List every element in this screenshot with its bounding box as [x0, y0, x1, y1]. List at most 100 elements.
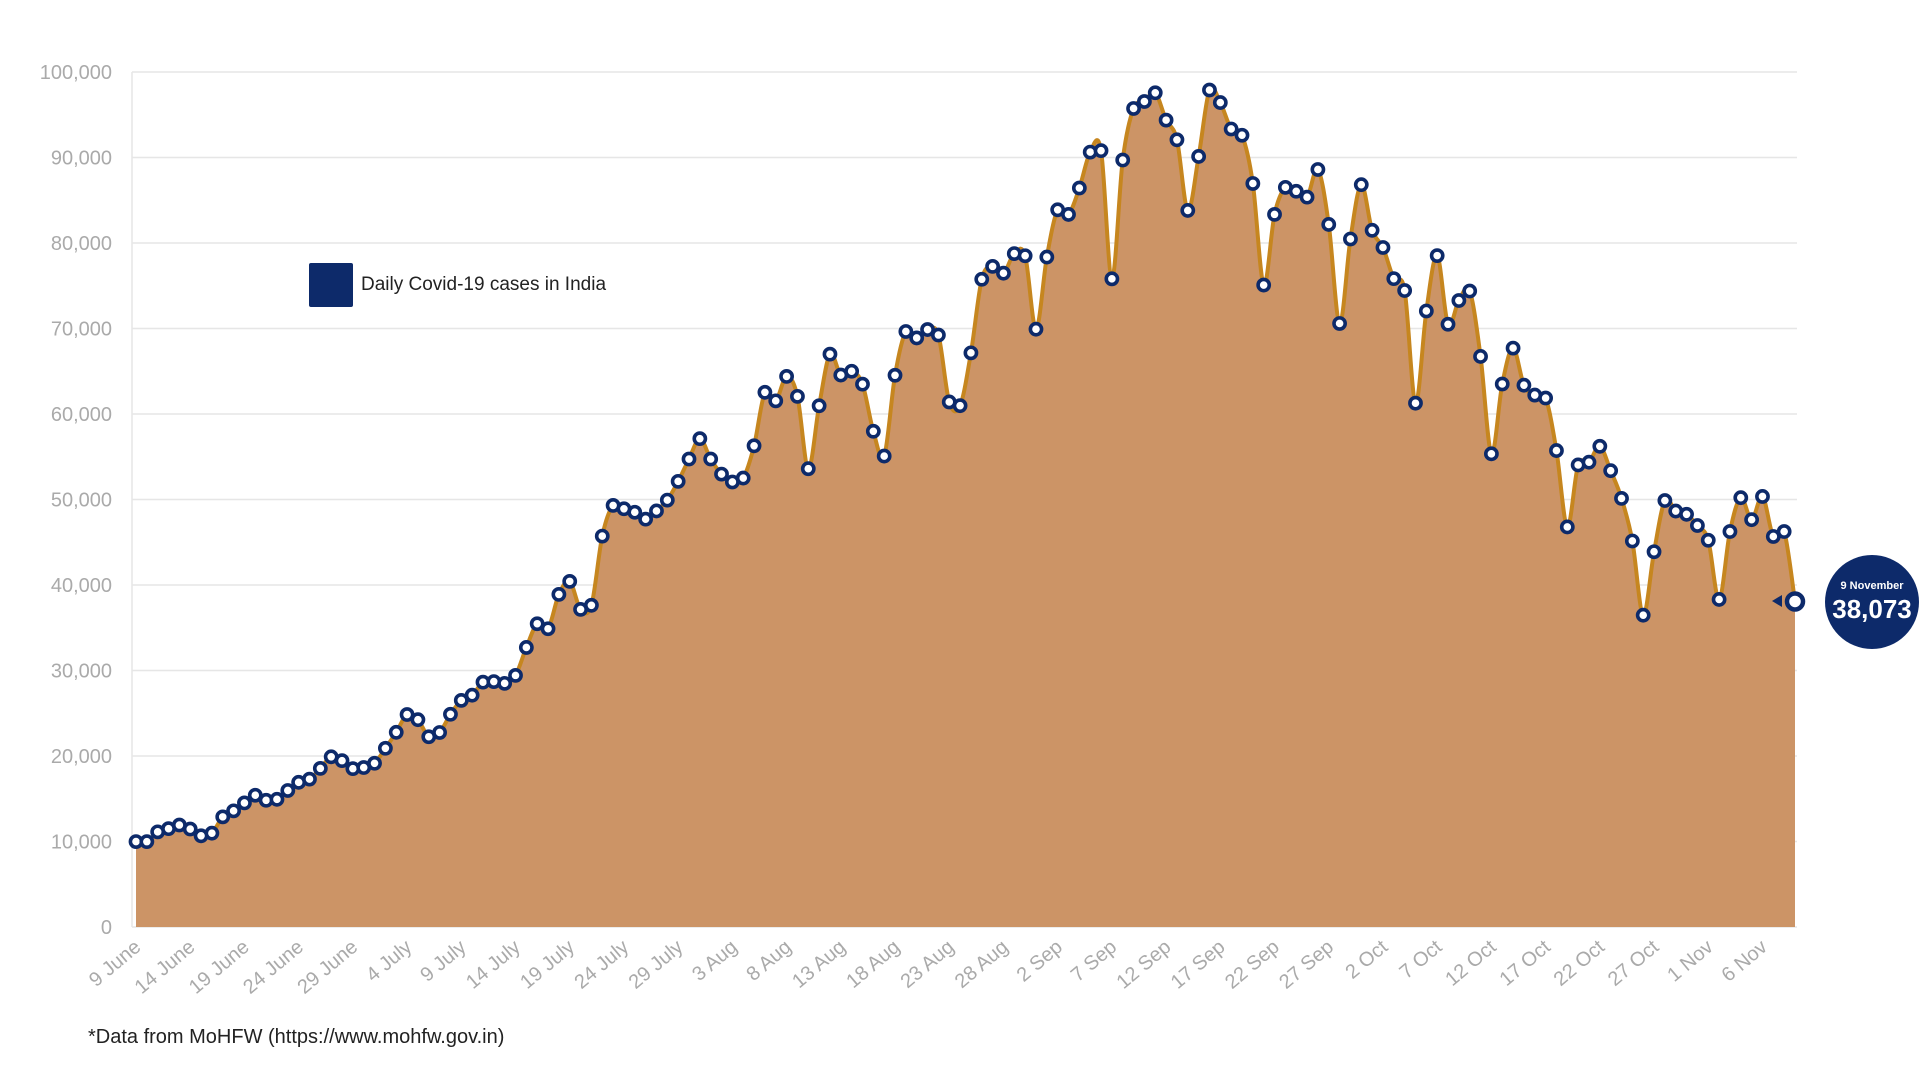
- y-tick-label: 40,000: [51, 575, 112, 597]
- data-point: [1722, 524, 1738, 539]
- data-point: [1256, 277, 1272, 293]
- x-tick-label: 27 Sep: [1275, 936, 1338, 994]
- data-point: [1245, 176, 1261, 191]
- data-point: [551, 586, 567, 602]
- data-point: [269, 791, 285, 807]
- area-fill: [136, 87, 1795, 928]
- data-point: [1494, 376, 1510, 392]
- data-point: [811, 398, 827, 414]
- data-point: [1755, 489, 1770, 504]
- data-point: [952, 398, 968, 414]
- data-point: [1784, 591, 1806, 612]
- data-point: [974, 271, 990, 287]
- data-point: [1126, 101, 1141, 116]
- data-point: [985, 258, 1001, 274]
- data-point: [1288, 183, 1304, 199]
- x-tick-label: 2 Oct: [1341, 936, 1392, 984]
- data-point: [779, 368, 794, 384]
- data-point: [1115, 152, 1131, 168]
- data-point: [865, 423, 881, 439]
- x-tick-label: 18 Aug: [842, 936, 904, 993]
- data-point: [497, 675, 513, 691]
- data-point: [930, 327, 946, 343]
- chart-legend: Daily Covid-19 cases in India: [309, 263, 606, 307]
- data-point: [963, 345, 979, 361]
- x-tick-label: 17 Oct: [1496, 936, 1556, 991]
- data-point: [757, 384, 773, 400]
- data-point: [800, 461, 816, 477]
- data-point: [1776, 524, 1792, 539]
- data-point: [139, 834, 155, 850]
- data-point: [649, 503, 664, 519]
- legend-swatch: [309, 263, 353, 307]
- x-tick-label: 12 Oct: [1441, 936, 1501, 991]
- data-point: [518, 640, 534, 655]
- data-point: [1451, 293, 1467, 308]
- data-point: [1635, 607, 1651, 623]
- data-point: [1028, 321, 1044, 337]
- callout-pointer: [1772, 595, 1782, 607]
- data-point: [1093, 143, 1109, 159]
- data-point: [1364, 222, 1380, 238]
- x-tick-label: 19 June: [185, 936, 254, 999]
- data-point: [334, 753, 350, 769]
- y-tick-label: 100,000: [40, 62, 112, 84]
- data-point: [204, 825, 220, 841]
- data-point: [1657, 493, 1673, 508]
- x-tick-label: 28 Aug: [951, 936, 1013, 993]
- data-point: [464, 687, 480, 703]
- data-point: [1071, 180, 1087, 196]
- data-point: [1332, 316, 1347, 331]
- data-point: [562, 573, 578, 589]
- data-point: [1581, 454, 1597, 470]
- y-tick-label: 60,000: [51, 404, 112, 426]
- data-point: [1202, 82, 1217, 98]
- y-axis-tick-labels: 0 10,000 20,000 30,000 40,000 50,000 60,000 70,…: [40, 62, 112, 939]
- x-tick-label: 22 Oct: [1550, 936, 1610, 991]
- x-tick-label: 1 Nov: [1663, 936, 1717, 986]
- y-tick-label: 90,000: [51, 148, 112, 170]
- data-point: [237, 795, 252, 811]
- data-point: [768, 393, 784, 409]
- data-point-markers: [128, 82, 1806, 850]
- data-point: [1310, 162, 1326, 177]
- data-point: [302, 771, 317, 787]
- data-point: [1733, 490, 1749, 506]
- data-point: [735, 470, 751, 486]
- data-point: [280, 783, 296, 798]
- data-point: [855, 376, 870, 392]
- x-tick-label: 7 Sep: [1067, 936, 1121, 986]
- data-point: [1408, 395, 1423, 411]
- data-point: [659, 492, 675, 508]
- data-point: [367, 755, 382, 771]
- y-tick-label: 20,000: [51, 746, 112, 768]
- data-point: [1624, 533, 1640, 549]
- data-point: [388, 724, 404, 740]
- data-point: [1017, 248, 1033, 264]
- data-point: [638, 511, 654, 527]
- data-point: [1353, 177, 1369, 193]
- x-tick-label: 23 Aug: [897, 936, 959, 993]
- data-point: [1505, 340, 1521, 356]
- data-point: [1418, 303, 1434, 319]
- data-point: [898, 324, 914, 339]
- x-tick-label: 12 Sep: [1113, 936, 1176, 994]
- data-point: [1212, 95, 1228, 110]
- x-tick-label: 13 Aug: [788, 936, 850, 993]
- data-point: [1191, 149, 1207, 164]
- y-tick-label: 30,000: [51, 661, 112, 683]
- y-tick-label: 80,000: [51, 233, 112, 255]
- x-tick-label: 9 July: [416, 936, 470, 986]
- data-point: [1137, 94, 1152, 109]
- data-point: [1169, 132, 1185, 148]
- data-point: [703, 451, 719, 467]
- data-point: [1343, 231, 1358, 247]
- x-tick-label: 14 June: [131, 936, 200, 999]
- data-point: [1039, 249, 1055, 265]
- x-tick-label: 14 July: [462, 936, 525, 994]
- data-point: [1646, 544, 1662, 560]
- data-point: [844, 363, 860, 379]
- data-point: [410, 712, 426, 728]
